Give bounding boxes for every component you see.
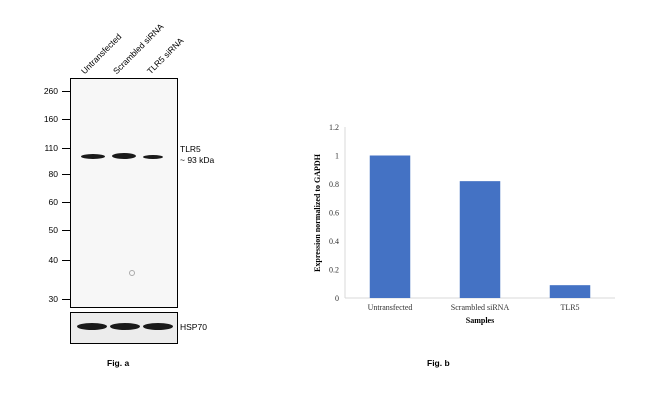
mw-marker-50: 50 xyxy=(48,225,58,235)
bar-scrambled-sirna xyxy=(459,181,501,298)
x-axis-label: Samples xyxy=(466,316,494,325)
x-tick-label: Untransfected xyxy=(368,303,413,312)
mw-tick xyxy=(62,202,70,203)
mw-marker-30: 30 xyxy=(48,294,58,304)
y-tick-label: 1.2 xyxy=(329,123,339,132)
mw-marker-260: 260 xyxy=(43,86,58,96)
bars xyxy=(369,155,591,298)
x-tick-label: TLR5 xyxy=(560,303,579,312)
band-hsp70-lane1 xyxy=(77,323,107,330)
band-tlr5-scrambled xyxy=(112,153,136,159)
figure-a-caption: Fig. a xyxy=(107,358,130,368)
mw-tick xyxy=(62,148,70,149)
mw-marker-40: 40 xyxy=(48,255,58,265)
mw-marker-80: 80 xyxy=(48,169,58,179)
mw-marker-160: 160 xyxy=(43,114,58,124)
y-tick-label: 0.8 xyxy=(329,180,339,189)
mw-tick xyxy=(62,299,70,300)
mw-tick xyxy=(62,119,70,120)
mw-tick xyxy=(62,174,70,175)
band-hsp70-lane3 xyxy=(143,323,173,330)
y-tick-label: 0.2 xyxy=(329,266,339,275)
y-tick-label: 0 xyxy=(335,294,339,303)
mw-marker-110: 110 xyxy=(44,143,58,153)
target-size-label: ~ 93 kDa xyxy=(180,155,215,165)
band-tlr5-untransfected xyxy=(81,154,105,159)
loading-control-membrane xyxy=(70,312,178,344)
band-hsp70-lane2 xyxy=(110,323,140,330)
bar-chart: Expression normalized to GAPDH 0 0.2 0.4 0.… xyxy=(313,123,615,325)
band-tlr5-knockdown xyxy=(143,155,163,159)
figure-b-caption: Fig. b xyxy=(427,358,450,368)
mw-tick xyxy=(62,230,70,231)
target-protein-label: TLR5 xyxy=(180,144,201,154)
x-tick-label: Scrambled siRNA xyxy=(451,303,510,312)
y-tick-label: 0.6 xyxy=(329,209,339,218)
y-tick-label: 1 xyxy=(335,152,339,161)
blot-membrane xyxy=(70,78,178,308)
y-axis-label: Expression normalized to GAPDH xyxy=(313,153,322,272)
mw-marker-60: 60 xyxy=(48,197,58,207)
bar-tlr5 xyxy=(549,285,591,298)
bar-untransfected xyxy=(369,155,411,298)
y-tick-label: 0.4 xyxy=(329,237,339,246)
membrane-artifact xyxy=(129,270,135,276)
mw-tick xyxy=(62,91,70,92)
loading-control-label: HSP70 xyxy=(180,322,207,332)
y-tick-labels: 0 0.2 0.4 0.6 0.8 1 1.2 xyxy=(329,123,339,303)
mw-tick xyxy=(62,260,70,261)
western-blot-panel: Untransfected Scrambled siRNA TLR5 siRNA… xyxy=(0,0,260,404)
x-tick-labels: Untransfected Scrambled siRNA TLR5 xyxy=(368,303,580,312)
